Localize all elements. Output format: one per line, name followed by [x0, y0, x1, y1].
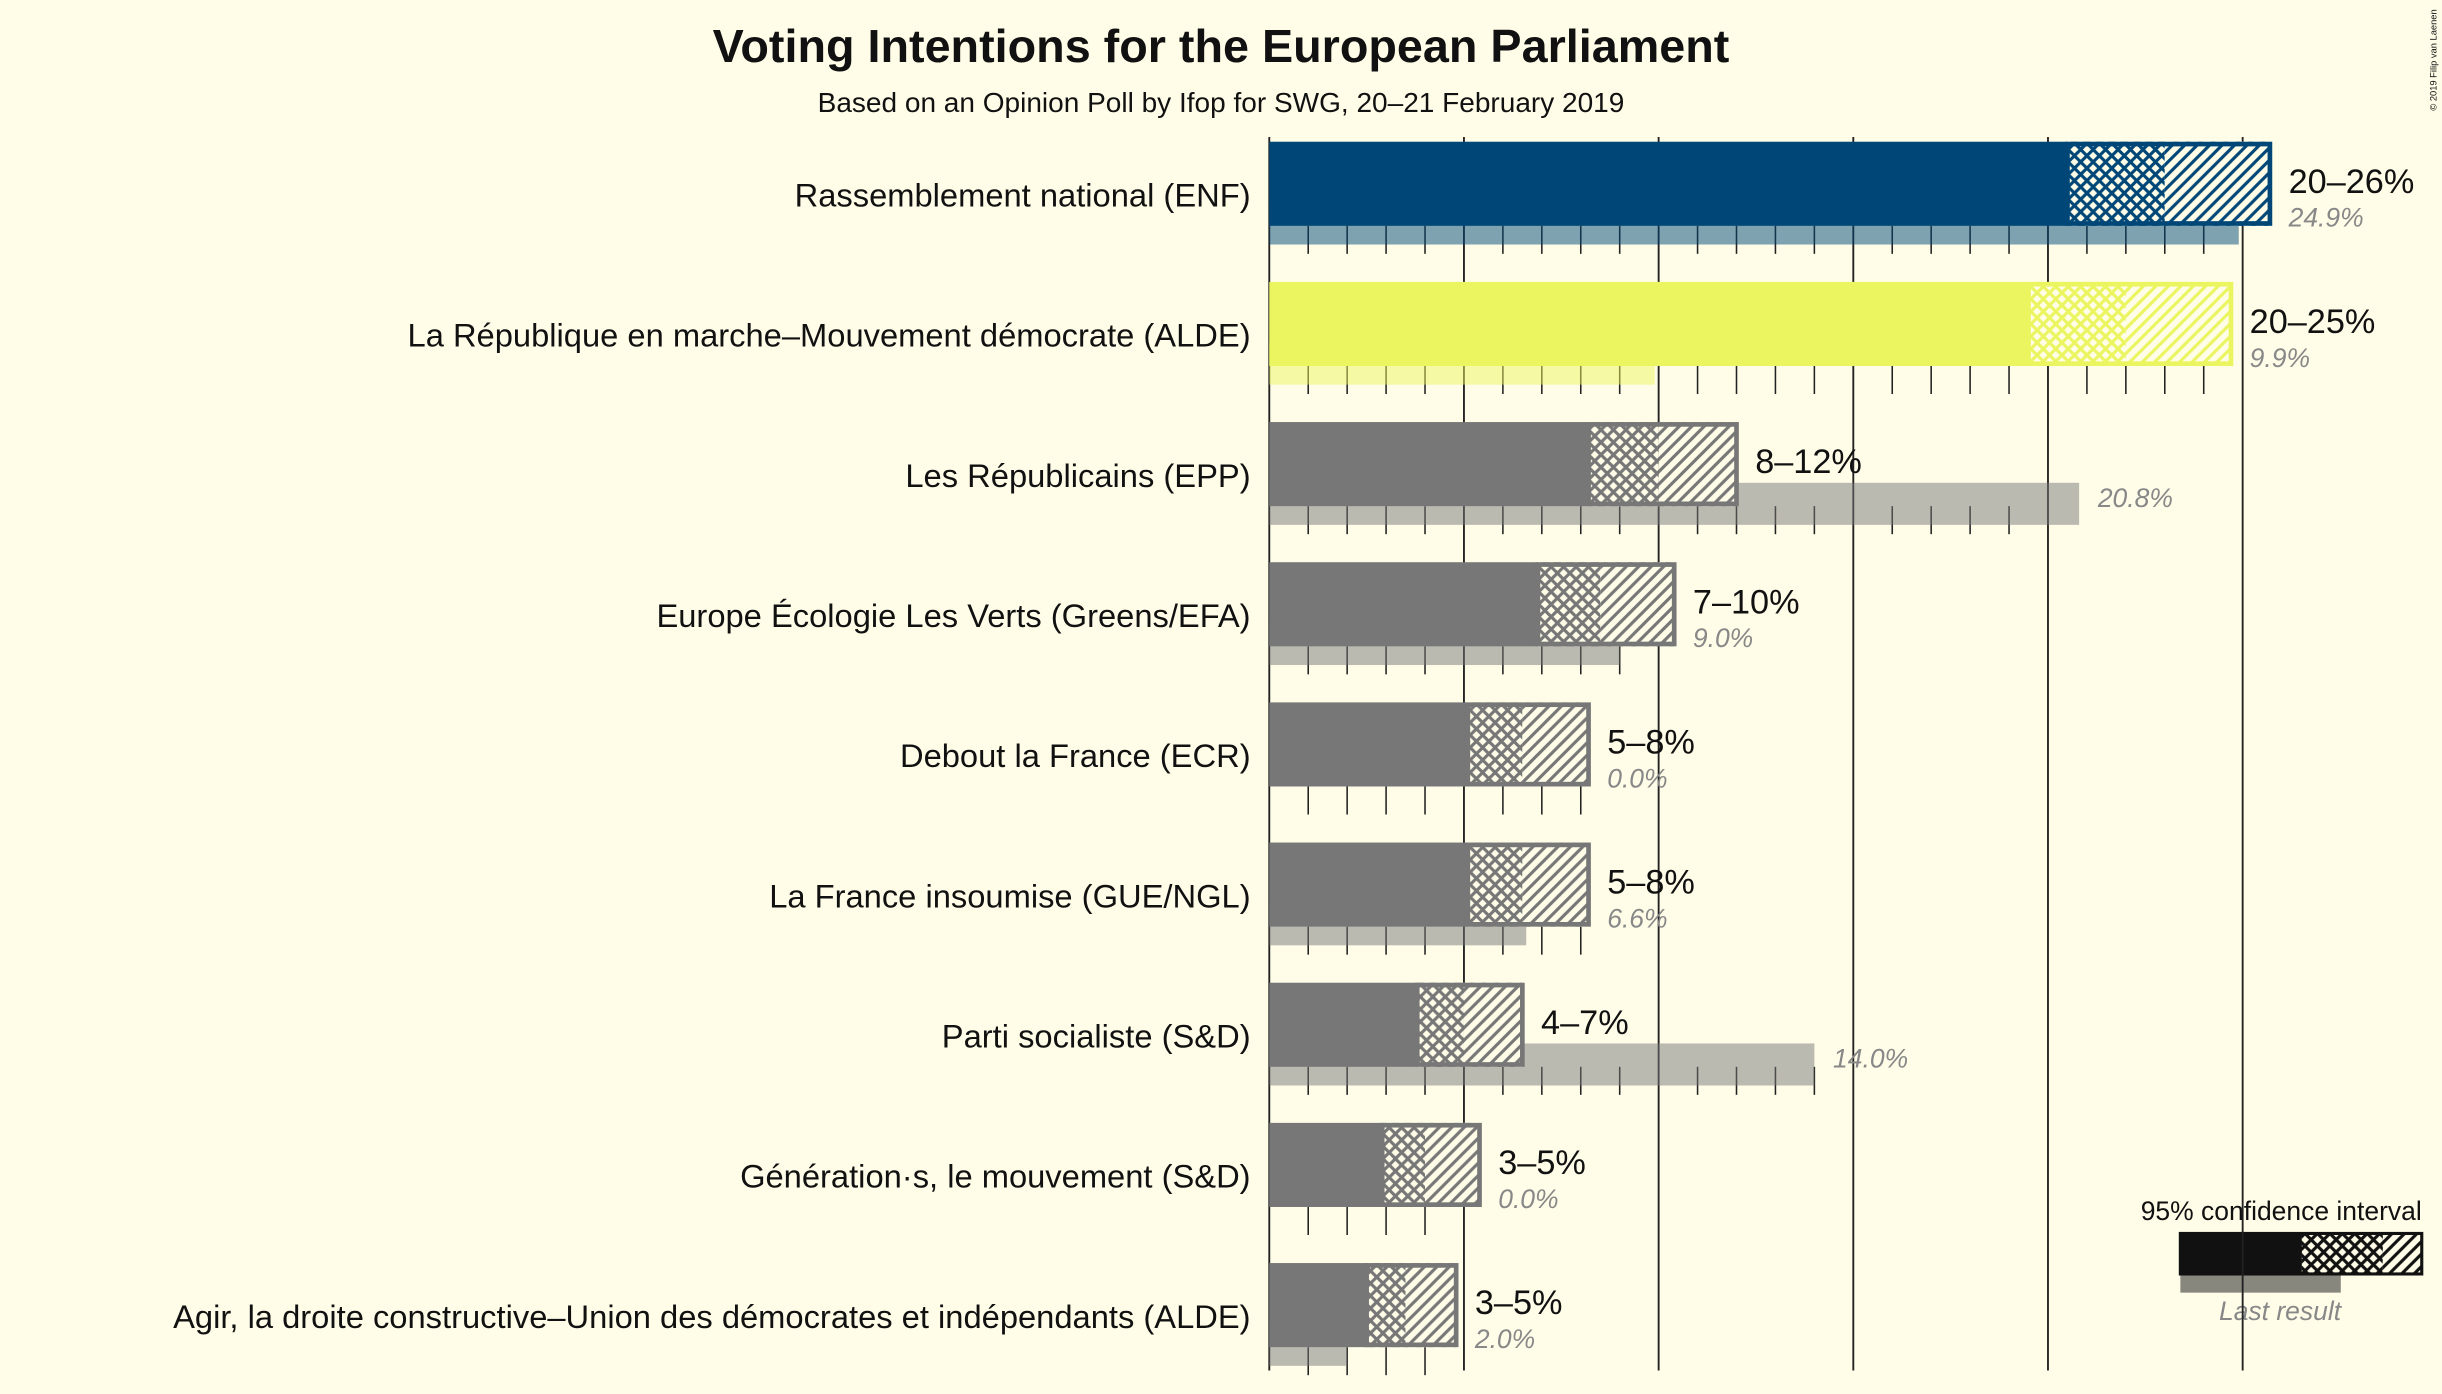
ci-outline: [2065, 141, 2273, 226]
range-label: 5–8%: [1607, 723, 1695, 761]
ci-lower: [2028, 281, 2126, 366]
labels: Rassemblement national (ENF) 20–26%24.9% L…: [173, 163, 2414, 1354]
ci-lower: [1366, 1263, 1406, 1348]
range-label: 8–12%: [1755, 443, 1862, 481]
bar: [1269, 842, 1468, 927]
category-label: Debout la France (ECR): [900, 737, 1251, 774]
legend-label: 95% confidence interval: [2141, 1196, 2422, 1226]
bar: [1269, 562, 1538, 647]
bar: [1269, 141, 2068, 226]
last-result-label: 9.9%: [2250, 343, 2310, 373]
bar: [1269, 1263, 1367, 1348]
ci-lower: [1588, 422, 1659, 507]
range-label: 3–5%: [1498, 1144, 1586, 1182]
last-result-label: 9.0%: [1693, 623, 1753, 653]
bars: [1269, 141, 2273, 1348]
ci-outline: [1379, 1122, 1482, 1207]
ci-lower: [1382, 1122, 1426, 1207]
ci-upper: [1425, 1122, 1480, 1207]
category-label: Europe Écologie Les Verts (Greens/EFA): [656, 597, 1250, 634]
ci-lower: [1417, 982, 1464, 1067]
ci-outline: [1364, 1263, 1459, 1348]
ci-upper: [1600, 562, 1675, 647]
last-result-label: 2.0%: [1474, 1324, 1535, 1354]
range-label: 20–25%: [2250, 303, 2376, 341]
chart-subtitle: Based on an Opinion Poll by Ifop for SWG…: [818, 87, 1625, 118]
last-result-label: 6.6%: [1607, 903, 1667, 933]
legend-swatch: [2180, 1233, 2302, 1274]
ci-outline: [1586, 422, 1739, 507]
range-label: 7–10%: [1693, 583, 1800, 621]
range-label: 20–26%: [2289, 163, 2415, 201]
ci-upper: [1405, 1263, 1457, 1348]
ci-lower: [1537, 562, 1601, 647]
ci-upper: [1463, 982, 1523, 1067]
ci-lower: [1467, 842, 1523, 927]
ci-upper: [2164, 141, 2270, 226]
last-result-label: 20.8%: [2097, 483, 2173, 513]
category-label: Les Républicains (EPP): [905, 457, 1250, 494]
ci-upper: [1522, 842, 1589, 927]
category-label: Parti socialiste (S&D): [942, 1017, 1251, 1054]
bar: [1269, 1122, 1383, 1207]
range-label: 3–5%: [1475, 1284, 1563, 1322]
legend-label: Last result: [2219, 1296, 2343, 1326]
ci-outline: [1414, 982, 1525, 1067]
ci-outline: [1465, 702, 1591, 787]
legend-swatch: [2301, 1233, 2383, 1274]
ci-upper: [2125, 281, 2231, 366]
ci-lower: [2067, 141, 2165, 226]
bar: [1269, 982, 1418, 1067]
range-label: 5–8%: [1607, 864, 1695, 902]
bar: [1269, 702, 1468, 787]
ci-outline: [1535, 562, 1677, 647]
ci-upper: [1522, 702, 1589, 787]
bar: [1269, 422, 1589, 507]
last-result-label: 14.0%: [1833, 1044, 1908, 1074]
last-result-label: 0.0%: [1607, 763, 1667, 793]
plot: Voting Intentions for the European Parli…: [173, 9, 2439, 1376]
legend-swatch: [2382, 1233, 2422, 1274]
last-result-label: 0.0%: [1498, 1184, 1558, 1214]
ci-outline: [1465, 842, 1591, 927]
copyright: © 2019 Filip van Laenen: [2429, 9, 2439, 110]
bar: [1269, 281, 2029, 366]
last-result-label: 24.9%: [2288, 203, 2364, 233]
category-label: Rassemblement national (ENF): [795, 176, 1251, 213]
ci-outline: [2026, 281, 2234, 366]
category-label: Génération·s, le mouvement (S&D): [740, 1158, 1251, 1195]
chart-title: Voting Intentions for the European Parli…: [713, 20, 1730, 72]
ci-upper: [1658, 422, 1737, 507]
category-label: La France insoumise (GUE/NGL): [769, 877, 1250, 914]
legend: 95% confidence interval with median Last…: [2141, 1196, 2424, 1326]
ci-lower: [1467, 702, 1523, 787]
category-label: La République en marche–Mouvement démocr…: [408, 317, 1251, 354]
legend-outline: [2178, 1231, 2424, 1276]
range-label: 4–7%: [1541, 1004, 1629, 1042]
category-label: Agir, la droite constructive–Union des d…: [173, 1298, 1250, 1335]
